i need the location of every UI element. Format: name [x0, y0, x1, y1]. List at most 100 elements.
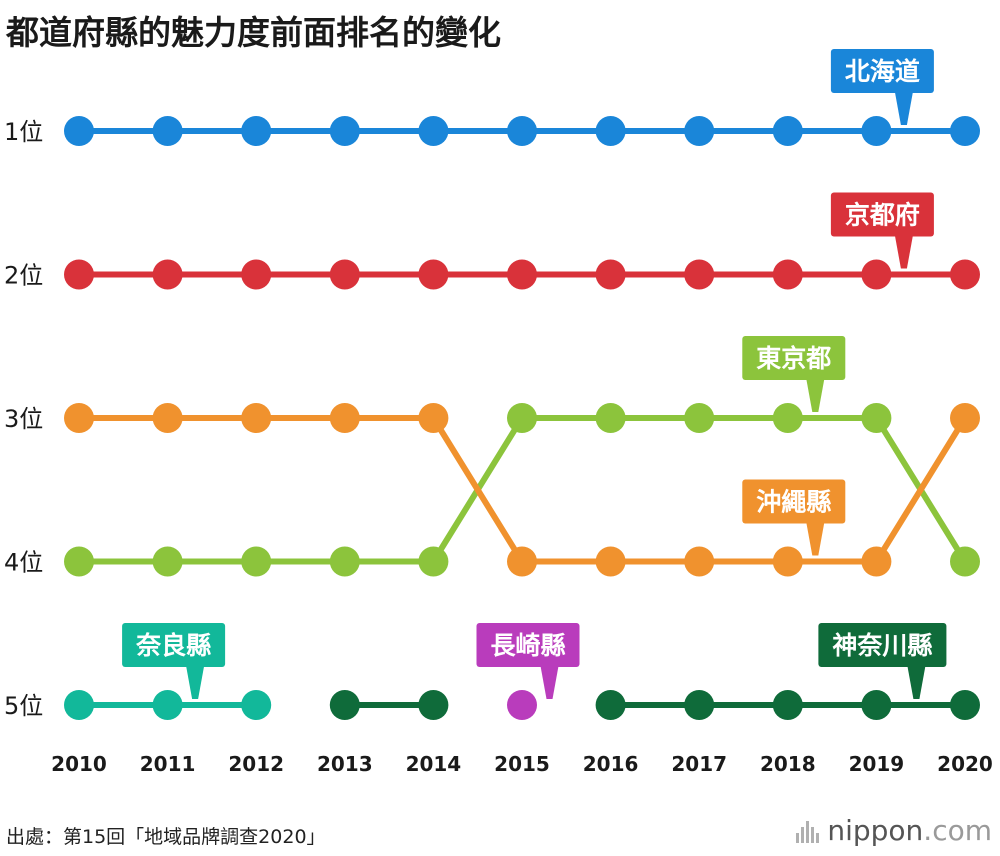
- series-1-point-2014: [418, 259, 449, 290]
- series-2-point-2019: [861, 403, 892, 433]
- rank-label-2: 2位: [4, 262, 43, 290]
- series-5-callout-box: [476, 623, 580, 667]
- series-3-point-2013: [329, 403, 360, 433]
- year-label-2020: 2020: [937, 752, 993, 776]
- series-2-point-2017: [684, 403, 715, 433]
- year-label-2012: 2012: [228, 752, 284, 776]
- series-2-point-2010: [64, 546, 94, 577]
- series-1-point-2016: [595, 259, 626, 290]
- series-1-point-2012: [241, 259, 272, 290]
- series-points: [64, 116, 980, 720]
- series-2-callout: 東京都: [742, 336, 846, 412]
- series-4-point-2011: [152, 690, 183, 720]
- series-0-callout-box: [830, 49, 934, 93]
- series-4-point-2012: [241, 690, 272, 720]
- series-1-point-2020: [950, 259, 980, 290]
- series-0-point-2012: [241, 116, 272, 146]
- rank-label-5: 5位: [4, 692, 43, 720]
- year-label-2019: 2019: [849, 752, 905, 776]
- series-6-point-2018: [772, 690, 803, 720]
- series-6-point-2019: [861, 690, 892, 720]
- series-3-point-2016: [595, 546, 626, 577]
- series-4-label: 奈良縣: [135, 631, 211, 660]
- series-3-callout-pointer: [806, 522, 825, 556]
- series-3-point-2012: [241, 403, 272, 433]
- year-label-2015: 2015: [494, 752, 550, 776]
- rank-label-3: 3位: [4, 405, 43, 433]
- series-0-point-2015: [507, 116, 537, 146]
- series-0-point-2020: [950, 116, 980, 146]
- series-5-callout: 長崎縣: [476, 623, 580, 699]
- year-label-2014: 2014: [406, 752, 462, 776]
- series-3-point-2010: [64, 403, 94, 433]
- series-0-point-2013: [329, 116, 360, 146]
- y-axis-rank-labels: 1位 2位 3位 4位 5位: [4, 118, 43, 720]
- series-5-point-2015: [507, 690, 537, 720]
- year-label-2013: 2013: [317, 752, 373, 776]
- series-2-point-2014: [418, 546, 449, 577]
- x-axis-year-labels: 2010 2011 2012 2013 2014 2015 2016 2017 2018 2019…: [51, 752, 993, 776]
- series-3-point-2015: [507, 546, 537, 577]
- series-0-point-2016: [595, 116, 626, 146]
- series-6-point-2017: [684, 690, 715, 720]
- series-6-label: 神奈川縣: [832, 631, 932, 660]
- series-0-callout: 北海道: [830, 49, 934, 125]
- series-0-callout-pointer: [894, 92, 913, 125]
- series-1-callout-box: [830, 192, 934, 237]
- series-2-point-2011: [152, 546, 183, 577]
- year-label-2010: 2010: [51, 752, 107, 776]
- series-3-point-2017: [684, 546, 715, 577]
- series-1-point-2017: [684, 259, 715, 290]
- series-0-point-2017: [684, 116, 715, 146]
- series-3-point-2019: [861, 546, 892, 577]
- series-6-callout-box: [818, 623, 947, 667]
- series-2-point-2015: [507, 403, 537, 433]
- series-3-callout: 沖繩縣: [742, 479, 846, 556]
- series-6-callout: 神奈川縣: [818, 623, 947, 699]
- series-1-point-2013: [329, 259, 360, 290]
- series-3-point-2020: [950, 403, 980, 433]
- series-0-point-2010: [64, 116, 94, 146]
- series-3-label: 沖繩縣: [756, 488, 831, 517]
- series-6-point-2014: [418, 690, 449, 720]
- series-3-point-2014: [418, 403, 449, 433]
- series-0-point-2014: [418, 116, 449, 146]
- brand-name: nippon: [827, 814, 924, 847]
- series-0-label: 北海道: [845, 57, 920, 86]
- series-6-point-2020: [950, 690, 980, 720]
- series-0-point-2011: [152, 116, 183, 146]
- brand-tld: .com: [923, 814, 992, 847]
- rank-label-4: 4位: [4, 549, 43, 577]
- series-2-point-2012: [241, 546, 272, 577]
- chart-title: 都道府縣的魅力度前面排名的變化: [6, 13, 501, 52]
- source-note: 出處：第15回「地域品牌調查2020」: [6, 826, 326, 848]
- series-6-point-2016: [595, 690, 626, 720]
- series-1-callout-pointer: [894, 235, 913, 269]
- series-1-point-2019: [861, 259, 892, 290]
- series-2-callout-box: [742, 336, 846, 380]
- series-4-callout-box: [122, 623, 226, 667]
- rank-label-1: 1位: [4, 118, 43, 146]
- series-2-point-2016: [595, 403, 626, 433]
- series-4-callout-pointer: [186, 666, 205, 699]
- series-5-label: 長崎縣: [490, 631, 565, 660]
- series-0-point-2018: [772, 116, 803, 146]
- year-label-2011: 2011: [140, 752, 196, 776]
- year-label-2016: 2016: [583, 752, 639, 776]
- series-1-callout: 京都府: [830, 192, 934, 269]
- series-1-point-2011: [152, 259, 183, 290]
- series-4-callout: 奈良縣: [122, 623, 226, 699]
- series-0-point-2019: [861, 116, 892, 146]
- series-6-callout-pointer: [907, 666, 926, 699]
- series-5-callout-pointer: [540, 666, 559, 699]
- series-1-point-2010: [64, 259, 94, 290]
- series-2-label: 東京都: [756, 344, 831, 373]
- series-1-point-2018: [772, 259, 803, 290]
- brand-logo: nippon .com: [796, 814, 992, 847]
- series-2-point-2013: [329, 546, 360, 577]
- year-label-2017: 2017: [671, 752, 727, 776]
- series-6-point-2013: [329, 690, 360, 720]
